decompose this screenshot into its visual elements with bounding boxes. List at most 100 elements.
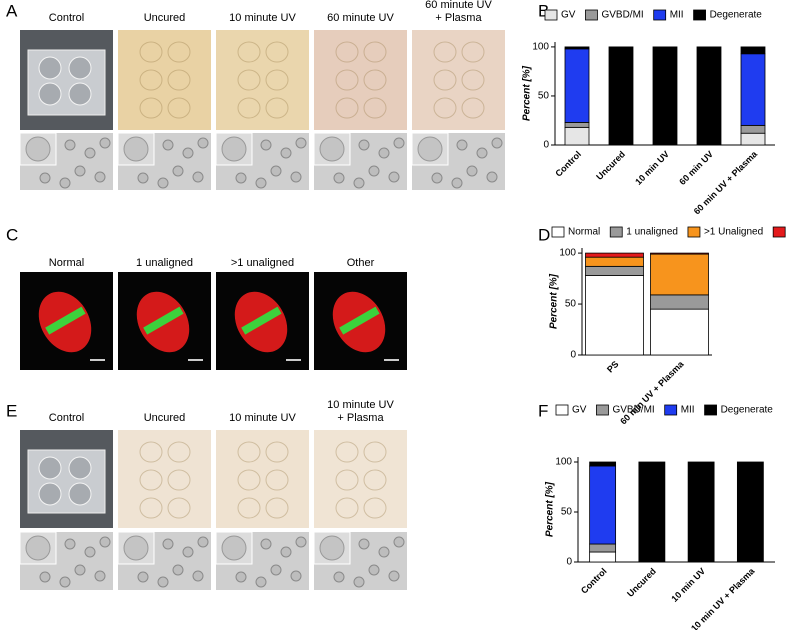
oocyte: [368, 165, 380, 177]
oocyte: [123, 136, 149, 162]
oocyte: [162, 538, 174, 550]
oocyte: [333, 571, 345, 583]
oocyte: [255, 576, 267, 588]
column-label: 60 minute UV: [327, 12, 394, 24]
y-tick-label: 50: [538, 91, 550, 102]
oocyte: [353, 576, 365, 588]
well: [335, 97, 359, 119]
well: [167, 97, 191, 119]
y-tick-label: 50: [561, 507, 573, 518]
column-label: Other: [347, 257, 375, 269]
oocyte: [319, 136, 345, 162]
photo: [118, 30, 211, 130]
oocyte: [39, 172, 51, 184]
x-tick-label: Uncured: [625, 566, 658, 599]
well: [139, 441, 163, 463]
bar-segment: [687, 461, 715, 563]
oocyte: [137, 571, 149, 583]
oocyte: [25, 535, 51, 561]
oocyte: [319, 535, 345, 561]
well: [237, 441, 261, 463]
legend-swatch: [653, 9, 667, 21]
oocyte: [172, 564, 184, 576]
column-label: 10 minute UV: [229, 12, 296, 24]
oocyte: [393, 137, 405, 149]
legend-swatch: [687, 226, 701, 238]
oocyte: [388, 171, 400, 183]
well: [139, 69, 163, 91]
bar-segment: [585, 265, 644, 276]
legend-label: MII: [681, 405, 695, 416]
legend-swatch: [555, 404, 569, 416]
oocyte: [295, 137, 307, 149]
oocyte: [358, 139, 370, 151]
oocyte: [235, 172, 247, 184]
oocyte: [197, 536, 209, 548]
oocyte: [491, 137, 503, 149]
bar-segment: [564, 126, 590, 146]
well: [139, 497, 163, 519]
well: [167, 441, 191, 463]
oocyte: [270, 564, 282, 576]
well: [38, 482, 62, 506]
well: [237, 69, 261, 91]
oocyte: [59, 576, 71, 588]
well: [237, 97, 261, 119]
oocyte: [260, 139, 272, 151]
well: [167, 41, 191, 63]
oocyte: [94, 171, 106, 183]
photo: [216, 30, 309, 130]
oocyte: [486, 171, 498, 183]
well: [167, 469, 191, 491]
oocyte: [451, 177, 463, 189]
x-tick-label: Uncured: [594, 149, 627, 182]
column-label: >1 unaligned: [231, 257, 294, 269]
well: [139, 469, 163, 491]
column-label: Normal: [49, 257, 84, 269]
well: [68, 82, 92, 106]
oocyte: [290, 570, 302, 582]
column-label: 10 minute UV: [327, 399, 394, 411]
well: [265, 69, 289, 91]
bar-segment: [564, 122, 590, 128]
oocyte: [353, 177, 365, 189]
legend-label: 1 unaligned: [626, 227, 678, 238]
bar-segment: [650, 253, 709, 296]
bar-segment: [740, 124, 766, 134]
oocyte: [476, 147, 488, 159]
oocyte: [84, 147, 96, 159]
bar-segment: [564, 46, 590, 50]
oocyte: [74, 564, 86, 576]
oocyte: [157, 576, 169, 588]
well: [363, 469, 387, 491]
y-axis-label: Percent [%]: [522, 65, 533, 121]
oocyte: [192, 171, 204, 183]
bar-segment: [650, 252, 709, 255]
oocyte: [182, 147, 194, 159]
bar-segment: [585, 252, 644, 258]
well: [433, 97, 457, 119]
well: [68, 482, 92, 506]
oocyte: [172, 165, 184, 177]
oocyte: [235, 571, 247, 583]
oocyte: [393, 536, 405, 548]
oocyte: [221, 136, 247, 162]
oocyte: [157, 177, 169, 189]
legend-label: Degenerate: [710, 10, 763, 21]
bar-segment: [589, 551, 617, 563]
legend-swatch: [693, 9, 706, 21]
well: [68, 456, 92, 480]
oocyte: [197, 137, 209, 149]
plate: [27, 449, 106, 514]
well: [335, 69, 359, 91]
column-label: Control: [49, 12, 84, 24]
bar-segment: [589, 461, 617, 467]
well: [167, 69, 191, 91]
panel-letter: D: [538, 225, 550, 244]
x-tick-label: PS: [605, 359, 621, 375]
legend-swatch: [585, 9, 598, 21]
legend-swatch: [704, 404, 717, 416]
legend-swatch: [609, 226, 623, 238]
bar-segment: [638, 461, 666, 563]
